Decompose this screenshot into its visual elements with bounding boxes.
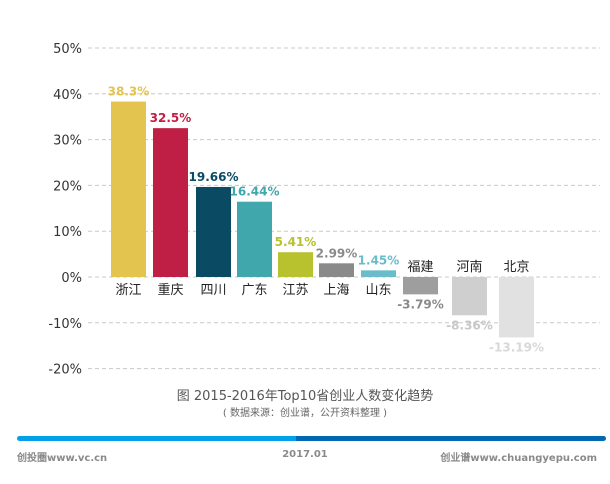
bar <box>278 252 313 277</box>
bar <box>499 277 534 338</box>
category-label: 重庆 <box>157 282 183 298</box>
y-tick-label: 20% <box>53 179 82 194</box>
category-label: 北京 <box>503 260 529 275</box>
y-tick-label: 10% <box>53 225 82 240</box>
footer-bar-left <box>17 436 307 441</box>
footer-bar-right <box>296 436 606 441</box>
bar <box>319 263 354 277</box>
footer-right-text: 创业谱www.chuangyepu.com <box>440 453 597 464</box>
bar <box>361 270 396 277</box>
data-label: 16.44% <box>230 185 280 199</box>
y-tick-label: -10% <box>48 317 82 332</box>
chart-title: 图 2015-2016年Top10省创业人数变化趋势 <box>176 389 434 404</box>
category-label: 四川 <box>200 283 226 298</box>
category-label: 福建 <box>407 260 433 275</box>
y-tick-label: 50% <box>53 42 82 57</box>
bar <box>237 201 272 277</box>
data-label: 1.45% <box>358 253 400 267</box>
data-label: 32.5% <box>150 111 192 125</box>
category-label: 上海 <box>323 283 349 298</box>
bar <box>111 101 146 277</box>
data-label: 38.3% <box>108 85 150 99</box>
data-label: 5.41% <box>275 235 317 249</box>
footer-date: 2017.01 <box>282 449 328 460</box>
bar-chart: 50% 40% 30% 20% 10% 0% -10% -20% 38.3% 浙江 32.5% 重庆 1… <box>48 42 600 378</box>
bar <box>153 128 188 277</box>
bar <box>403 277 438 295</box>
bar <box>452 277 487 316</box>
footer-left-text: 创投圈www.vc.cn <box>17 453 108 464</box>
bar <box>196 186 231 277</box>
data-label: 2.99% <box>316 246 358 260</box>
y-tick-label: 30% <box>53 134 82 149</box>
chart-subtitle: ( 数据来源：创业谱，公开资料整理 ) <box>222 408 388 419</box>
data-label: -13.19% <box>489 340 544 354</box>
category-label: 浙江 <box>115 283 141 298</box>
data-label: -8.36% <box>446 318 493 332</box>
category-label: 广东 <box>241 283 267 298</box>
y-tick-label: 40% <box>53 88 82 103</box>
category-label: 江苏 <box>282 282 308 298</box>
y-tick-label: 0% <box>61 271 82 286</box>
y-tick-label: -20% <box>48 363 82 378</box>
data-label: -3.79% <box>397 297 444 311</box>
category-label: 山东 <box>365 283 391 298</box>
category-label: 河南 <box>456 259 482 275</box>
data-label: 19.66% <box>189 170 239 184</box>
